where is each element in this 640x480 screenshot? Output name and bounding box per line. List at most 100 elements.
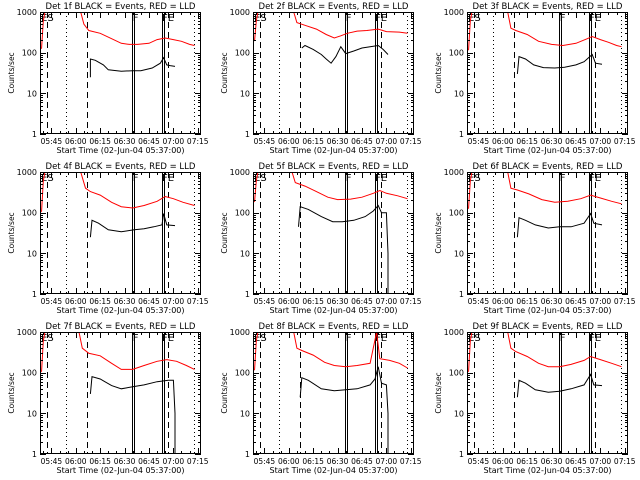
x-tick-label: 06:15 [89, 457, 111, 466]
lld-series-line [253, 172, 408, 203]
x-tick-label: 06:00 [278, 137, 300, 146]
y-tick-label: 10 [454, 249, 464, 258]
event-marker-label: F [133, 13, 139, 24]
event-marker-label: F [346, 173, 352, 184]
x-tick-label: 06:45 [351, 297, 373, 306]
x-axis-label: Start Time (02-Jun-04 05:37:00) [57, 466, 185, 475]
y-tick-label: 1 [459, 450, 464, 459]
x-tick-label: 06:15 [302, 137, 324, 146]
event-marker-label: FE [375, 333, 387, 344]
event-marker-label: ES [254, 13, 267, 24]
y-tick-label: 1000 [17, 8, 37, 17]
y-tick-label: 100 [235, 369, 250, 378]
event-marker-label: F [560, 333, 566, 344]
x-tick-label: 06:45 [565, 297, 587, 306]
y-axis-label: Counts/sec [7, 212, 16, 253]
event-marker-label: FE [589, 333, 601, 344]
events-series-line [89, 213, 176, 238]
panel-title: Det 3f BLACK = Events, RED = LLD [473, 2, 623, 12]
lld-series-line [467, 12, 622, 52]
event-marker-label: ES [41, 173, 54, 184]
event-marker-label: F [133, 173, 139, 184]
event-marker-label: ES [41, 333, 54, 344]
event-marker-label: ES [254, 173, 267, 184]
x-tick-label: 06:15 [516, 457, 538, 466]
y-tick-label: 100 [449, 369, 464, 378]
x-tick-label: 06:45 [138, 457, 160, 466]
lld-series-line [253, 12, 408, 42]
y-axis-label: Counts/sec [7, 372, 16, 413]
event-marker-label: ES [468, 173, 481, 184]
y-tick-label: 100 [235, 209, 250, 218]
x-tick-label: 06:30 [114, 137, 136, 146]
x-tick-label: 07:15 [614, 457, 636, 466]
event-marker-label: F [346, 13, 352, 24]
events-series-line [301, 44, 389, 64]
x-tick-label: 06:30 [327, 137, 349, 146]
x-tick-label: 05:45 [468, 297, 490, 306]
panel-title: Det 1f BLACK = Events, RED = LLD [46, 2, 196, 12]
x-axis-label: Start Time (02-Jun-04 05:37:00) [484, 466, 612, 475]
y-tick-label: 1000 [230, 328, 250, 337]
x-tick-label: 06:30 [541, 457, 563, 466]
x-tick-label: 05:45 [41, 457, 63, 466]
y-tick-label: 100 [449, 209, 464, 218]
x-tick-label: 06:45 [565, 457, 587, 466]
panel-title: Det 2f BLACK = Events, RED = LLD [259, 2, 409, 12]
plot-frame [253, 172, 414, 294]
lld-series-line [40, 12, 195, 50]
plot-frame [40, 12, 201, 134]
event-marker-label: ES [41, 13, 54, 24]
x-tick-label: 05:45 [41, 137, 63, 146]
x-tick-label: 06:30 [114, 297, 136, 306]
x-tick-label: 06:00 [278, 297, 300, 306]
y-tick-label: 10 [454, 409, 464, 418]
y-tick-label: 1 [245, 130, 250, 139]
y-tick-label: 10 [27, 89, 37, 98]
x-tick-label: 07:00 [590, 137, 612, 146]
event-marker-label: F [560, 173, 566, 184]
event-marker-label: FE [375, 13, 387, 24]
x-tick-label: 07:00 [376, 457, 398, 466]
y-tick-label: 10 [240, 409, 250, 418]
plot-frame [253, 332, 414, 454]
x-tick-label: 06:45 [351, 137, 373, 146]
lld-series-line [467, 332, 622, 374]
events-series-line [89, 56, 176, 78]
plot-frame [467, 12, 628, 134]
plot-frame [40, 172, 201, 294]
x-tick-label: 07:00 [376, 137, 398, 146]
x-axis-label: Start Time (02-Jun-04 05:37:00) [270, 466, 398, 475]
x-tick-label: 05:45 [468, 137, 490, 146]
x-tick-label: 06:30 [541, 137, 563, 146]
x-tick-label: 05:45 [254, 297, 276, 306]
event-marker-label: ES [468, 333, 481, 344]
plot-frame [467, 172, 628, 294]
panel-title: Det 5f BLACK = Events, RED = LLD [259, 162, 409, 172]
x-tick-label: 06:15 [89, 297, 111, 306]
y-axis-label: Counts/sec [220, 212, 229, 253]
x-tick-label: 06:00 [492, 457, 514, 466]
x-tick-label: 07:00 [590, 457, 612, 466]
y-tick-label: 10 [454, 89, 464, 98]
x-tick-label: 06:00 [492, 137, 514, 146]
x-tick-label: 06:45 [565, 137, 587, 146]
x-tick-label: 06:00 [65, 137, 87, 146]
x-tick-label: 07:15 [187, 137, 209, 146]
x-tick-label: 06:15 [516, 137, 538, 146]
x-tick-label: 07:15 [614, 297, 636, 306]
events-series-line [516, 212, 603, 238]
x-tick-label: 06:15 [302, 297, 324, 306]
panel-title: Det 4f BLACK = Events, RED = LLD [46, 162, 196, 172]
plot-frame [467, 332, 628, 454]
x-tick-label: 06:45 [138, 297, 160, 306]
x-axis-label: Start Time (02-Jun-04 05:37:00) [270, 146, 398, 155]
event-marker-label: FE [162, 173, 174, 184]
